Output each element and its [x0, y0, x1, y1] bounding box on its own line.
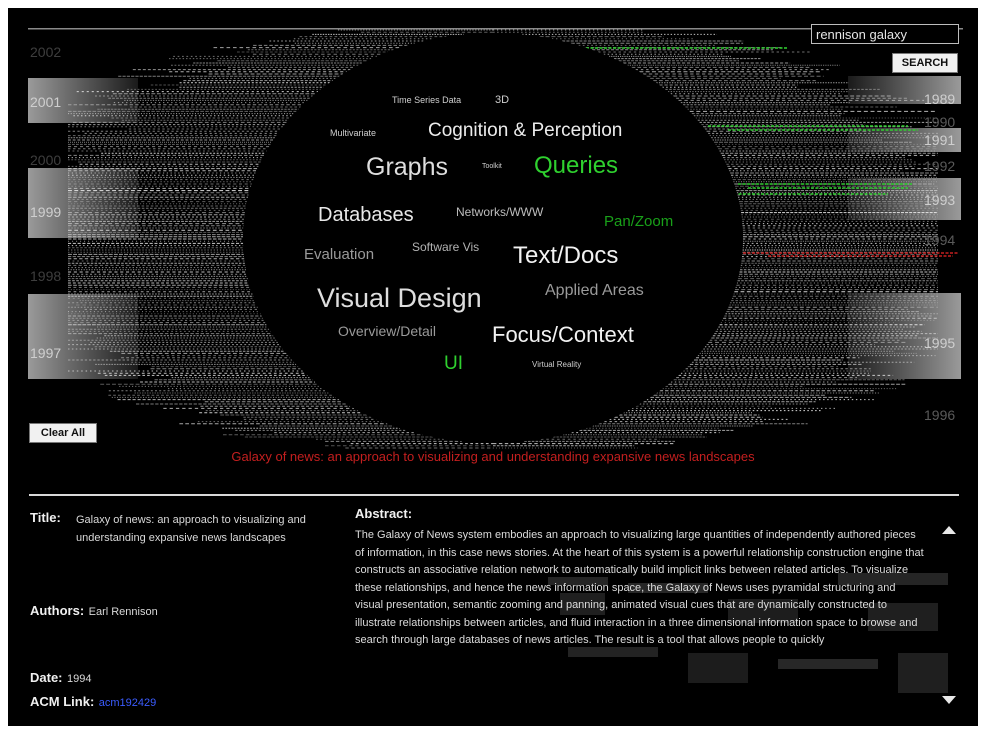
app-window: 2002 2001 2000 1999 1998 1997 1989 1990 …: [8, 8, 978, 726]
year-label-1996[interactable]: 1996: [924, 407, 956, 423]
year-label-1995[interactable]: 1995: [924, 335, 956, 351]
authors-field: Authors: Earl Rennison: [30, 602, 158, 620]
topic-3d[interactable]: 3D: [495, 94, 510, 106]
year-label-2000[interactable]: 2000: [30, 152, 62, 168]
topic-visual-design[interactable]: Visual Design: [317, 283, 482, 313]
year-label-1997[interactable]: 1997: [30, 345, 62, 361]
year-label-1994[interactable]: 1994: [924, 232, 956, 248]
acm-link-label: ACM Link:: [30, 694, 95, 709]
topic-queries[interactable]: Queries: [534, 152, 619, 179]
year-label-1992[interactable]: 1992: [924, 158, 956, 174]
galaxy-visualization[interactable]: 2002 2001 2000 1999 1998 1997 1989 1990 …: [8, 8, 978, 488]
year-label-1990[interactable]: 1990: [924, 114, 956, 130]
date-label: Date:: [30, 670, 63, 685]
topic-databases[interactable]: Databases: [318, 204, 414, 226]
year-label-1998[interactable]: 1998: [30, 268, 62, 284]
topic-time-series-data[interactable]: Time Series Data: [392, 95, 462, 105]
topic-applied-areas[interactable]: Applied Areas: [545, 282, 644, 299]
abstract-label: Abstract:: [355, 506, 413, 521]
topic-virtual-reality[interactable]: Virtual Reality: [532, 360, 582, 369]
topic-overview-detail[interactable]: Overview/Detail: [338, 323, 437, 339]
topic-cognition-perception[interactable]: Cognition & Perception: [428, 120, 623, 141]
authors-value: Earl Rennison: [88, 606, 158, 618]
selected-article-title[interactable]: Galaxy of news: an approach to visualizi…: [231, 449, 755, 464]
topic-evaluation[interactable]: Evaluation: [304, 246, 375, 263]
search-input[interactable]: [811, 24, 959, 44]
topic-focus-context[interactable]: Focus/Context: [492, 322, 634, 347]
date-value: 1994: [66, 673, 92, 685]
topic-ui[interactable]: UI: [444, 353, 463, 374]
panel-divider: [29, 494, 959, 496]
topic-pan-zoom[interactable]: Pan/Zoom: [604, 213, 674, 230]
title-value: Galaxy of news: an approach to visualizi…: [76, 514, 306, 544]
abstract-text: The Galaxy of News system embodies an ap…: [355, 529, 924, 646]
authors-label: Authors:: [30, 603, 85, 618]
topic-ellipse: [243, 33, 743, 443]
search-button[interactable]: SEARCH: [892, 53, 958, 73]
date-field: Date: 1994: [30, 669, 91, 687]
title-label: Title:: [30, 510, 61, 525]
scroll-up-icon[interactable]: [942, 526, 956, 534]
year-label-2002[interactable]: 2002: [30, 44, 62, 60]
watermark-graphic: [548, 573, 948, 693]
topic-multivariate[interactable]: Multivariate: [330, 128, 377, 138]
acm-link[interactable]: acm192429: [98, 697, 157, 709]
highlighted-articles: [568, 47, 958, 257]
article-galaxy-canvas[interactable]: [8, 8, 978, 488]
topic-graphs[interactable]: Graphs: [366, 153, 448, 181]
year-label-2001[interactable]: 2001: [30, 94, 62, 110]
topic-toolkit[interactable]: Toolkit: [482, 163, 502, 170]
year-label-1993[interactable]: 1993: [924, 192, 956, 208]
topic-text-docs[interactable]: Text/Docs: [513, 242, 619, 269]
scroll-down-icon[interactable]: [942, 696, 956, 704]
year-label-1999[interactable]: 1999: [30, 204, 62, 220]
article-lines: [68, 29, 938, 449]
clear-all-button[interactable]: Clear All: [29, 423, 97, 443]
year-label-1991[interactable]: 1991: [924, 132, 956, 148]
topic-networks-www[interactable]: Networks/WWW: [456, 205, 544, 219]
acm-link-field: ACM Link: acm192429: [30, 693, 156, 711]
topic-software-vis[interactable]: Software Vis: [412, 240, 480, 254]
year-label-1989[interactable]: 1989: [924, 91, 956, 107]
